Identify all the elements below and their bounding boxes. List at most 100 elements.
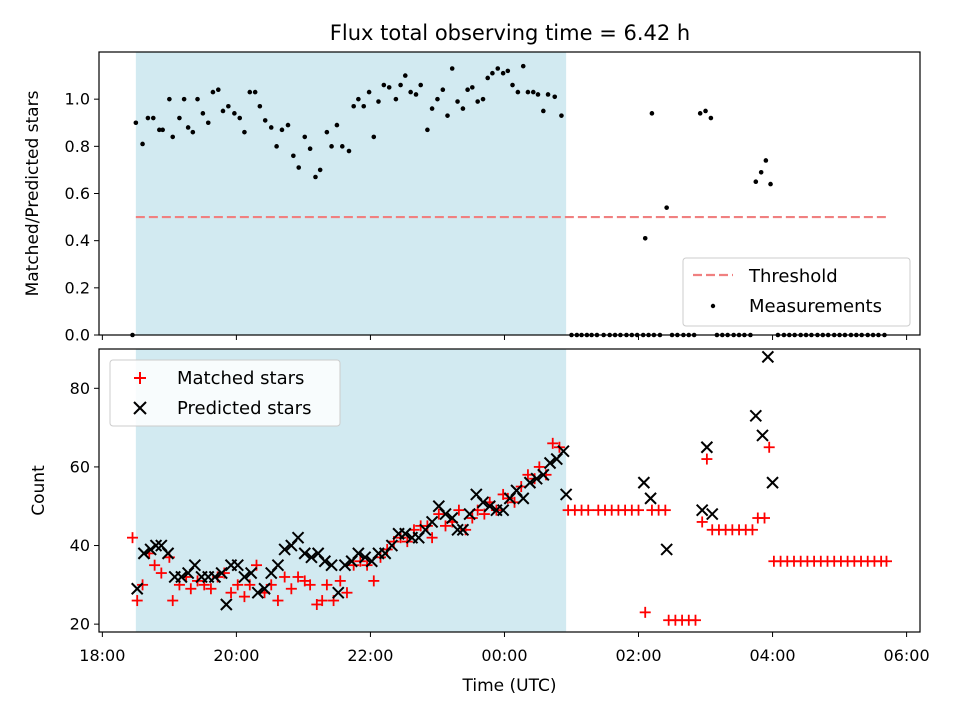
predicted-star-point <box>251 586 265 599</box>
measurement-point <box>642 236 648 241</box>
measurement-point <box>296 165 302 170</box>
predicted-star-stroke <box>358 551 372 564</box>
matched-star-point <box>285 583 297 595</box>
measurement-point <box>376 99 381 104</box>
predicted-star-stroke <box>557 444 570 458</box>
measurement-point <box>460 106 466 111</box>
measurement-point <box>559 113 564 118</box>
measurement-point <box>649 111 655 116</box>
predicted-star-stroke <box>644 492 657 505</box>
predicted-star-point <box>215 566 228 580</box>
measurement-point <box>429 106 435 111</box>
measurement-point <box>329 144 334 149</box>
predicted-star-stroke <box>559 488 573 501</box>
predicted-star-point <box>208 570 222 584</box>
bottom-axes-frame <box>98 348 921 633</box>
predicted-star-point <box>399 527 412 540</box>
measurement-point <box>515 89 521 95</box>
measurement-point <box>366 89 372 95</box>
top-y-tick-label: 0.4 <box>65 231 90 250</box>
predicted-star-point <box>496 503 510 517</box>
legend-predicted-label: Predicted stars <box>177 398 311 419</box>
predicted-star-stroke <box>271 558 285 572</box>
predicted-star-stroke <box>463 507 476 521</box>
bottom-y-tick-label: 20 <box>70 615 90 634</box>
predicted-star-point <box>271 558 285 572</box>
predicted-star-stroke <box>517 492 530 505</box>
predicted-star-point <box>137 547 151 560</box>
measurement-point <box>753 179 759 185</box>
predicted-star-stroke <box>144 543 157 556</box>
predicted-star-stroke <box>700 441 714 454</box>
measurement-point <box>535 92 541 97</box>
legend-threshold-label: Threshold <box>748 266 838 287</box>
predicted-star-point <box>385 539 399 552</box>
top-y-axis-label: Matched/Predicted stars <box>23 90 43 296</box>
matched-star-point <box>292 571 304 583</box>
matched-star-point <box>547 437 559 449</box>
measurement-point <box>339 144 345 149</box>
measurement-point <box>758 169 764 175</box>
measurement-point <box>195 96 200 102</box>
predicted-star-point <box>325 558 338 572</box>
matched-star-point <box>659 504 671 516</box>
matched-star-point <box>167 595 179 607</box>
predicted-star-point <box>352 547 365 560</box>
legend-matched-label: Matched stars <box>177 368 304 389</box>
predicted-star-stroke <box>445 511 459 525</box>
measurement-point <box>160 127 165 133</box>
predicted-star-stroke <box>483 500 496 513</box>
predicted-star-stroke <box>543 456 557 470</box>
predicted-star-stroke <box>761 350 775 364</box>
measurement-point <box>242 129 247 135</box>
measurement-point <box>425 127 430 133</box>
measurement-point <box>449 66 455 71</box>
measurement-point <box>386 85 392 90</box>
predicted-star-point <box>338 558 352 572</box>
matched-star-point <box>689 614 701 626</box>
measurement-point <box>418 82 423 88</box>
predicted-star-point <box>695 503 709 517</box>
measurement-point <box>307 146 313 151</box>
predicted-star-stroke <box>766 476 779 489</box>
predicted-star-point <box>644 492 657 505</box>
measurement-point <box>302 134 308 140</box>
predicted-star-stroke <box>220 598 233 611</box>
legend-measurements-label: Measurements <box>749 296 882 317</box>
predicted-star-stroke <box>215 566 228 580</box>
measurement-point <box>351 103 356 109</box>
predicted-star-point <box>291 531 305 544</box>
bottom-y-tick-label: 60 <box>70 457 90 476</box>
measurement-point <box>181 96 187 102</box>
predicted-star-point <box>700 441 714 454</box>
bottom-x-tick-label: 02:00 <box>615 646 661 665</box>
predicted-star-point <box>445 511 459 525</box>
top-shaded-span <box>135 52 567 335</box>
measurement-point <box>552 94 558 100</box>
predicted-star-point <box>175 570 188 584</box>
measurement-point <box>440 87 446 93</box>
measurement-point <box>133 120 139 126</box>
bottom-y-axis-label: Count <box>29 465 49 516</box>
predicted-star-stroke <box>510 484 523 497</box>
predicted-star-stroke <box>439 507 452 521</box>
measurement-point <box>500 70 506 76</box>
bottom-y-tick-label: 80 <box>70 379 90 398</box>
predicted-star-stroke <box>130 582 144 595</box>
top-legend-box <box>682 257 911 327</box>
predicted-star-point <box>749 409 763 423</box>
matched-star-point <box>321 579 333 591</box>
matched-star-point <box>582 504 594 516</box>
predicted-star-stroke <box>695 503 709 517</box>
predicted-star-stroke <box>278 543 291 556</box>
matched-star-point <box>304 579 316 591</box>
predicted-star-stroke <box>318 555 332 568</box>
legend-matched-swatch <box>134 372 146 384</box>
measurement-point <box>313 174 318 180</box>
predicted-star-stroke <box>251 586 265 599</box>
matched-star-point <box>439 520 451 532</box>
predicted-star-stroke <box>149 539 163 552</box>
measurement-point <box>170 134 176 140</box>
bottom-x-ticks: 18:00 20:00 22:00 00:00 02:00 04:00 06:00 <box>79 632 930 665</box>
predicted-star-point <box>305 551 318 564</box>
